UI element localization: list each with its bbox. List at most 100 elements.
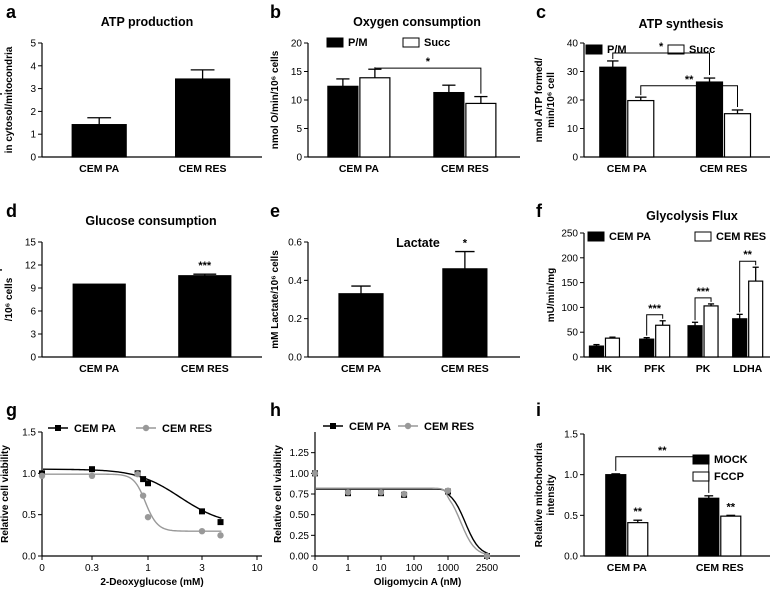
y-tick-label: 0.2 [288,314,302,325]
x-category-label: CEM PA [339,163,379,175]
data-point [198,528,206,535]
x-tick-label: 3 [199,563,205,574]
y-tick-label: 0.5 [564,511,578,522]
significance-bracket [615,456,710,493]
legend-label: CEM PA [349,421,391,433]
bar [698,497,720,557]
y-tick-label: 10 [291,96,303,107]
data-point [217,519,224,526]
y-axis-label: Ratio of ATP production [0,43,3,157]
bar [695,81,724,158]
panel-e: e Lactate 0.0 0.2 0.4 0.6 mM Lactate/10⁶ cells… [270,201,520,375]
legend-swatch [585,44,603,55]
bar [327,85,359,158]
legend-marker [55,425,61,431]
y-tick-label: 0.6 [288,238,302,249]
x-tick-label: 100 [406,563,423,574]
y-axis-label: min/10⁶ cell [546,72,557,128]
data-point [38,472,46,480]
bar [627,99,655,158]
x-category-label: CEM PA [607,562,647,574]
panel-i: i 0.0 0.5 1.0 1.5 Relative mitochondria intens… [534,400,770,574]
y-tick-label: 0 [572,153,578,164]
x-category-label: PFK [644,363,665,375]
bar [338,293,384,358]
legend-label: CEM RES [424,421,474,433]
bar [655,324,671,358]
significance-label: *** [198,260,212,272]
y-tick-label: 12 [25,261,37,272]
significance-label: * [659,41,664,53]
data-point [217,532,224,539]
x-tick-label: 1000 [437,563,460,574]
x-category-label: CEM RES [696,562,744,574]
panel-letter: h [270,400,281,420]
x-axis-label: Oligomycin A (nM) [374,577,462,588]
x-tick-label: 0 [312,563,318,574]
panel-d: d Glucose consumption 0 3 6 9 12 15 Glucose cons… [0,201,262,375]
panel-g: g 0.0 0.5 1.0 1.5 Relative cell viability 0 0.3… [0,400,263,588]
chart-title: ATP synthesis [639,17,724,31]
significance-label: * [426,56,431,68]
x-tick-label: 0 [39,563,45,574]
significance-bracket [739,260,757,313]
y-tick-label: 30 [567,67,579,78]
y-axis-label: Relative cell viability [0,445,11,543]
data-point [134,470,141,478]
legend-label: CEM PA [609,231,651,243]
legend-label: P/M [348,37,368,49]
significance-label: ** [726,501,735,513]
y-tick-label: 1 [30,130,36,141]
y-tick-label: 0.0 [288,353,302,364]
bar [433,91,465,158]
x-tick-label: 10 [375,563,387,574]
data-point [400,490,408,498]
y-tick-label: 0 [572,353,578,364]
x-category-label: CEM RES [179,163,227,175]
y-axis-label: Relative cell viability [273,445,284,543]
panel-letter: b [270,2,281,22]
y-tick-label: 0.0 [564,552,578,563]
chart-title: ATP production [101,15,194,29]
y-tick-label: 150 [561,278,578,289]
y-tick-label: 0.4 [288,276,302,287]
data-point [377,489,385,496]
legend-swatch [326,37,344,48]
y-axis-label: mM Lactate/10⁶ cells [270,250,281,349]
bar [465,102,497,158]
y-tick-label: 1.5 [564,430,578,441]
x-category-label: LDHA [733,363,763,375]
fit-curve [43,473,222,532]
bar [748,280,764,358]
bar [359,77,391,158]
legend-label: MOCK [714,454,748,466]
panel-letter: e [270,201,280,221]
y-tick-label: 1.5 [22,428,36,439]
y-tick-label: 0 [30,353,36,364]
y-axis-label: nmol ATP formed/ [534,57,545,142]
y-axis-label: in cytosol/mitocondria [4,46,15,153]
y-tick-label: 0.25 [290,531,310,542]
fit-curve [316,488,489,554]
x-category-label: CEM RES [181,363,229,375]
y-tick-label: 4 [30,61,36,72]
x-category-label: CEM RES [441,363,489,375]
bar [175,78,231,158]
panel-letter: d [6,201,17,221]
bar [604,337,621,358]
fit-curve [316,487,489,556]
y-tick-label: 9 [30,284,36,295]
panel-f: f Glycolysis Flux 0 50 100 150 200 250 mU/min/mg… [536,201,770,375]
y-tick-label: 10 [567,124,579,135]
y-tick-label: 15 [291,67,303,78]
x-tick-label: 10 [251,563,263,574]
y-tick-label: 6 [30,307,36,318]
panel-letter: a [6,2,17,22]
data-point [88,472,96,480]
y-tick-label: 1.00 [290,469,310,480]
bar [703,305,719,358]
data-point [483,552,491,560]
y-tick-label: 3 [30,330,36,341]
bar [720,515,742,557]
y-axis-label: mU/min/mg [546,268,557,322]
